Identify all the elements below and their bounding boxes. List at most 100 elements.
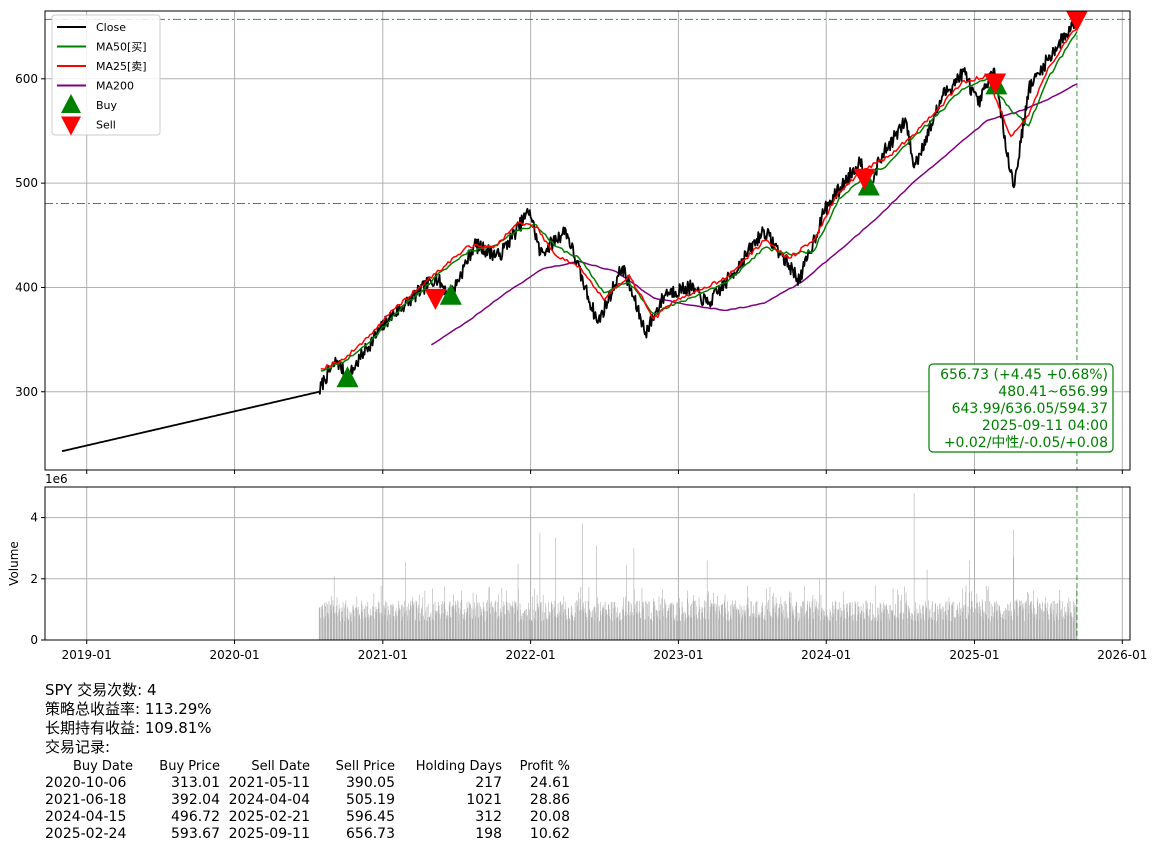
volume-bar [826, 615, 828, 640]
volume-bar [710, 604, 712, 640]
volume-bar [857, 606, 859, 640]
volume-bar [757, 614, 759, 640]
volume-bar [1040, 607, 1041, 640]
volume-bar [916, 608, 918, 640]
volume-bar [875, 617, 877, 640]
volume-bar [759, 614, 760, 640]
volume-bar [370, 616, 371, 640]
trade-cell: 312 [475, 809, 502, 825]
volume-bar [1053, 600, 1055, 640]
volume-bar [813, 618, 814, 640]
volume-bar [654, 605, 656, 640]
volume-bar [959, 602, 960, 640]
volume-bar [665, 617, 667, 640]
volume-bar [849, 605, 851, 640]
volume-bar [494, 602, 496, 640]
volume-bar [471, 618, 473, 640]
trade-cell: 2021-06-18 [45, 792, 127, 808]
volume-bar [1058, 601, 1060, 640]
volume-bar [837, 609, 839, 640]
volume-bar [988, 618, 990, 640]
trade-cell: 28.86 [529, 792, 570, 808]
volume-bar [475, 607, 477, 640]
volume-bar [878, 607, 880, 640]
volume-bar [662, 589, 663, 640]
volume-bar [667, 615, 669, 640]
volume-bar [774, 612, 776, 640]
volume-bar [444, 586, 446, 640]
volume-bar [880, 603, 882, 640]
volume-bar [591, 617, 592, 640]
volume-bar [608, 608, 610, 640]
volume-bar [965, 592, 966, 640]
info-box-line: 656.73 (+4.45 +0.68%) [940, 367, 1108, 383]
volume-bar [1021, 600, 1023, 640]
volume-bar [502, 606, 504, 640]
volume-bar [545, 607, 547, 640]
volume-bar [1028, 605, 1030, 640]
volume-bar [687, 590, 689, 640]
volume-bar [548, 615, 550, 640]
volume-bar [515, 602, 517, 640]
volume-bar [1071, 616, 1072, 640]
volume-bar [949, 605, 950, 640]
volume-bar [620, 621, 621, 640]
volume-bar [1072, 620, 1074, 640]
volume-bar [486, 617, 488, 640]
volume-bar [657, 617, 658, 640]
volume-bar [661, 610, 663, 640]
volume-bar [898, 594, 899, 640]
volume-bar [1047, 610, 1048, 640]
volume-bar [619, 620, 620, 640]
volume-bar [356, 596, 358, 640]
volume-bar [637, 601, 638, 640]
buy-marker [336, 366, 359, 388]
volume-y-tick-label: 4 [30, 511, 38, 525]
volume-bar [622, 608, 623, 640]
volume-bar [561, 605, 562, 640]
volume-bar [906, 618, 908, 640]
volume-bar [505, 613, 507, 640]
volume-bar [636, 612, 638, 640]
volume-bar [841, 610, 842, 640]
volume-bar [330, 604, 332, 640]
volume-bar [920, 613, 922, 640]
volume-bar [932, 619, 934, 640]
volume-bar [630, 612, 631, 640]
volume-bar [546, 620, 547, 640]
volume-bar [900, 611, 902, 640]
volume-bar [772, 607, 774, 640]
volume-bar [437, 601, 439, 640]
volume-bar [550, 603, 552, 640]
volume-bar [384, 615, 386, 640]
volume-bar [320, 617, 321, 640]
volume-bar [653, 601, 654, 640]
volume-bar [534, 588, 535, 640]
trade-cell: 217 [475, 775, 502, 791]
volume-bar [847, 603, 848, 640]
volume-bar [469, 614, 470, 640]
volume-bar [614, 619, 615, 640]
volume-bar [970, 608, 972, 640]
volume-bar [541, 621, 542, 640]
volume-bar [529, 620, 531, 640]
volume-bar [694, 600, 695, 640]
volume-bar [733, 608, 735, 640]
volume-bar [780, 612, 782, 640]
volume-bar [969, 560, 970, 640]
volume-bar [829, 621, 831, 640]
volume-bar [710, 600, 712, 640]
volume-bar [770, 616, 772, 640]
volume-bar [872, 603, 873, 640]
volume-bar [1070, 613, 1071, 640]
volume-bar [716, 613, 718, 640]
volume-bar [648, 616, 649, 640]
volume-bar [784, 617, 786, 640]
volume-bar [401, 605, 402, 640]
volume-bar [1075, 621, 1077, 640]
volume-bar [875, 619, 876, 640]
volume-bar [789, 597, 791, 640]
volume-bar [819, 578, 820, 640]
volume-bar [960, 615, 961, 640]
volume-bar [622, 605, 624, 640]
